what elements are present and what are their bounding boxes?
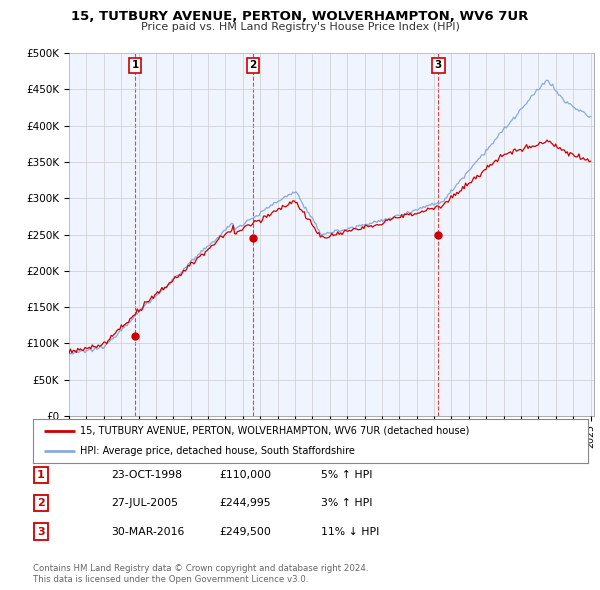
Text: 5% ↑ HPI: 5% ↑ HPI [321, 470, 373, 480]
Text: Price paid vs. HM Land Registry's House Price Index (HPI): Price paid vs. HM Land Registry's House … [140, 22, 460, 32]
Text: 15, TUTBURY AVENUE, PERTON, WOLVERHAMPTON, WV6 7UR (detached house): 15, TUTBURY AVENUE, PERTON, WOLVERHAMPTO… [80, 426, 470, 436]
Text: 3: 3 [435, 60, 442, 70]
Text: HPI: Average price, detached house, South Staffordshire: HPI: Average price, detached house, Sout… [80, 446, 355, 456]
Text: £244,995: £244,995 [219, 499, 271, 508]
Text: This data is licensed under the Open Government Licence v3.0.: This data is licensed under the Open Gov… [33, 575, 308, 584]
Text: 2: 2 [37, 499, 44, 508]
Text: 27-JUL-2005: 27-JUL-2005 [111, 499, 178, 508]
Text: 3: 3 [37, 527, 44, 536]
Text: 11% ↓ HPI: 11% ↓ HPI [321, 527, 379, 536]
Text: 1: 1 [37, 470, 44, 480]
Text: 1: 1 [131, 60, 139, 70]
Text: Contains HM Land Registry data © Crown copyright and database right 2024.: Contains HM Land Registry data © Crown c… [33, 565, 368, 573]
Text: £110,000: £110,000 [219, 470, 271, 480]
Text: 3% ↑ HPI: 3% ↑ HPI [321, 499, 373, 508]
Text: £249,500: £249,500 [219, 527, 271, 536]
Text: 2: 2 [249, 60, 256, 70]
Text: 23-OCT-1998: 23-OCT-1998 [111, 470, 182, 480]
Text: 30-MAR-2016: 30-MAR-2016 [111, 527, 184, 536]
Text: 15, TUTBURY AVENUE, PERTON, WOLVERHAMPTON, WV6 7UR: 15, TUTBURY AVENUE, PERTON, WOLVERHAMPTO… [71, 10, 529, 23]
